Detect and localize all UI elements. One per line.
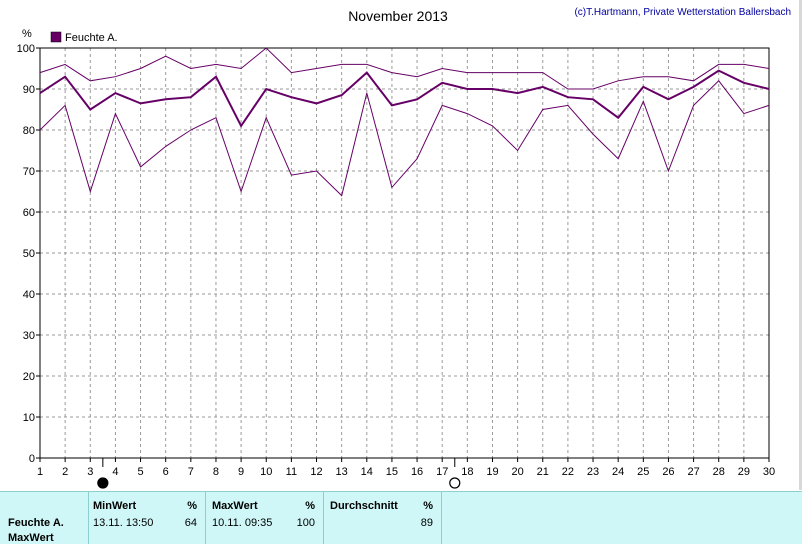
x-tick-label: 19 <box>486 466 498 478</box>
x-tick-label: 7 <box>188 466 194 478</box>
chart-credit: (c)T.Hartmann, Private Wetterstation Bal… <box>574 7 791 18</box>
x-tick-label: 1 <box>37 466 43 478</box>
y-tick-label: 40 <box>23 289 35 301</box>
x-tick-label: 25 <box>637 466 649 478</box>
x-tick-label: 23 <box>587 466 599 478</box>
x-tick-label: 17 <box>436 466 448 478</box>
x-tick-label: 4 <box>112 466 118 478</box>
max-header: MaxWert <box>212 500 258 512</box>
max-value: 100 <box>296 517 315 529</box>
y-tick-label: 80 <box>23 125 35 137</box>
x-tick-label: 6 <box>163 466 169 478</box>
stats-avg-cell: Durchschnitt % 89 <box>324 492 442 544</box>
x-tick-label: 3 <box>87 466 93 478</box>
x-tick-label: 21 <box>537 466 549 478</box>
x-tick-label: 26 <box>662 466 674 478</box>
legend-swatch <box>50 31 62 43</box>
avg-header: Durchschnitt <box>330 500 398 512</box>
x-tick-label: 5 <box>137 466 143 478</box>
legend: Feuchte A. <box>50 31 118 44</box>
x-tick-label: 22 <box>562 466 574 478</box>
full-moon-icon <box>449 477 461 489</box>
stats-row-label-cell: Feuchte A. MaxWert <box>0 492 89 544</box>
vertical-scrollbar[interactable] <box>799 0 802 490</box>
avg-value: 89 <box>420 517 433 529</box>
min-time: 13.11. 13:50 <box>93 517 154 529</box>
x-tick-label: 10 <box>260 466 272 478</box>
stats-row-label-2: MaxWert <box>8 532 54 544</box>
x-tick-label: 30 <box>763 466 775 478</box>
x-tick-label: 27 <box>687 466 699 478</box>
stats-min-cell: MinWert % 13.11. 13:50 64 <box>89 492 206 544</box>
humidity-chart: November 2013 (c)T.Hartmann, Private Wet… <box>17 7 791 489</box>
max-time: 10.11. 09:35 <box>212 517 273 529</box>
chart-title: November 2013 <box>348 8 448 24</box>
x-tick-label: 13 <box>336 466 348 478</box>
stats-row-label: Feuchte A. <box>8 517 64 529</box>
min-header: MinWert <box>93 500 137 512</box>
x-tick-label: 9 <box>238 466 244 478</box>
y-tick-label: 90 <box>23 84 35 96</box>
y-tick-label: 50 <box>23 248 35 260</box>
min-unit: % <box>187 500 197 512</box>
avg-unit: % <box>423 500 433 512</box>
x-tick-label: 18 <box>461 466 473 478</box>
x-tick-label: 28 <box>713 466 725 478</box>
series-line <box>39 69 770 128</box>
y-axis-unit: % <box>22 28 32 40</box>
y-tick-label: 30 <box>23 330 35 342</box>
stats-panel: Feuchte A. MaxWert MinWert % 13.11. 13:5… <box>0 491 802 544</box>
series-line <box>39 80 770 197</box>
y-tick-label: 10 <box>23 412 35 424</box>
grid <box>40 48 769 458</box>
moon-markers <box>97 458 461 489</box>
series <box>39 47 770 197</box>
x-tick-label: 11 <box>286 466 297 478</box>
series-line <box>39 47 770 90</box>
x-tick-label: 2 <box>62 466 68 478</box>
x-tick-label: 29 <box>738 466 750 478</box>
y-tick-label: 20 <box>23 371 35 383</box>
y-tick-label: 100 <box>17 43 35 55</box>
max-unit: % <box>305 500 315 512</box>
y-tick-label: 0 <box>29 453 35 465</box>
y-tick-label: 70 <box>23 166 35 178</box>
legend-label: Feuchte A. <box>65 32 118 44</box>
x-tick-label: 16 <box>411 466 423 478</box>
min-value: 64 <box>184 517 197 529</box>
new-moon-icon <box>97 477 109 489</box>
x-tick-label: 15 <box>386 466 398 478</box>
x-tick-label: 24 <box>612 466 624 478</box>
x-tick-label: 8 <box>213 466 219 478</box>
x-tick-label: 12 <box>310 466 322 478</box>
stats-max-cell: MaxWert % 10.11. 09:35 100 <box>206 492 324 544</box>
y-tick-label: 60 <box>23 207 35 219</box>
x-tick-label: 14 <box>361 466 373 478</box>
x-tick-label: 20 <box>511 466 523 478</box>
